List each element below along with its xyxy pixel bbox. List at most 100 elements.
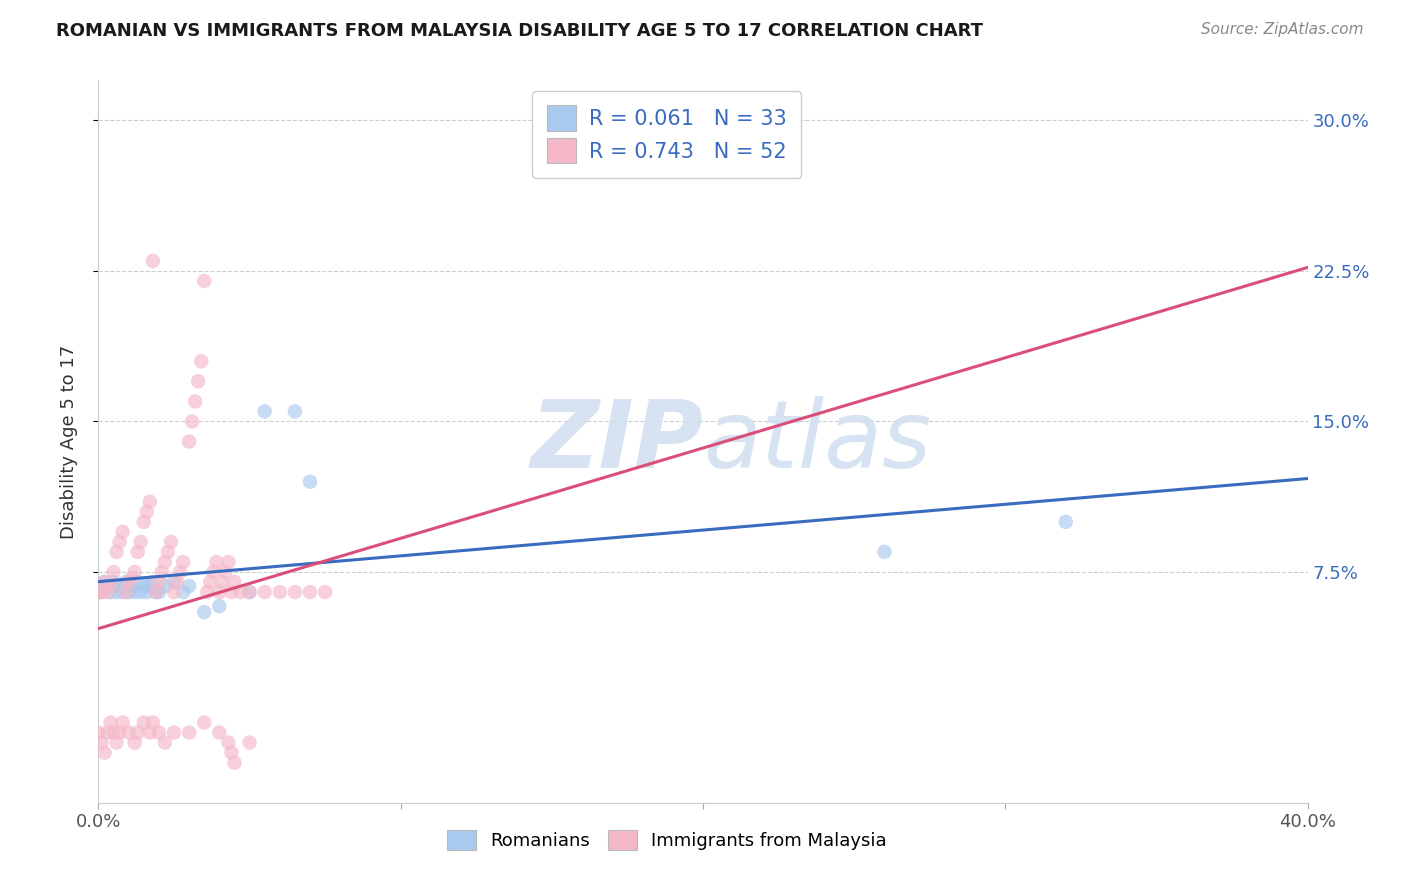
Point bbox=[193, 605, 215, 619]
Point bbox=[229, 585, 252, 599]
Point bbox=[148, 585, 170, 599]
Text: Source: ZipAtlas.com: Source: ZipAtlas.com bbox=[1201, 22, 1364, 37]
Point bbox=[163, 585, 186, 599]
Point bbox=[114, 585, 136, 599]
Point bbox=[87, 579, 110, 593]
Point bbox=[269, 585, 291, 599]
Point bbox=[239, 735, 262, 749]
Point bbox=[202, 565, 225, 579]
Point bbox=[127, 545, 149, 559]
Point bbox=[153, 735, 176, 749]
Point bbox=[284, 585, 307, 599]
Point bbox=[90, 735, 112, 749]
Point bbox=[114, 574, 136, 589]
Point bbox=[224, 756, 246, 770]
Point bbox=[105, 545, 128, 559]
Point bbox=[139, 494, 162, 508]
Point bbox=[124, 735, 146, 749]
Point bbox=[253, 404, 276, 418]
Point bbox=[118, 725, 141, 739]
Point bbox=[179, 725, 201, 739]
Point bbox=[184, 394, 207, 409]
Point bbox=[181, 414, 204, 429]
Point bbox=[108, 579, 131, 593]
Point bbox=[221, 585, 243, 599]
Point bbox=[100, 585, 122, 599]
Point bbox=[108, 534, 131, 549]
Point bbox=[187, 375, 209, 389]
Point bbox=[103, 574, 125, 589]
Point bbox=[121, 571, 143, 585]
Point bbox=[211, 574, 233, 589]
Point bbox=[217, 735, 239, 749]
Point bbox=[299, 585, 322, 599]
Point bbox=[160, 534, 183, 549]
Point bbox=[127, 725, 149, 739]
Point bbox=[145, 585, 167, 599]
Point bbox=[87, 725, 110, 739]
Point bbox=[156, 545, 179, 559]
Point bbox=[100, 579, 122, 593]
Point bbox=[132, 515, 155, 529]
Point bbox=[103, 725, 125, 739]
Point bbox=[195, 585, 218, 599]
Point bbox=[153, 555, 176, 569]
Point bbox=[145, 585, 167, 599]
Point bbox=[118, 574, 141, 589]
Point bbox=[96, 725, 118, 739]
Point bbox=[299, 475, 322, 489]
Point bbox=[96, 585, 118, 599]
Point bbox=[314, 585, 336, 599]
Point bbox=[124, 585, 146, 599]
Point bbox=[111, 524, 134, 539]
Y-axis label: Disability Age 5 to 17: Disability Age 5 to 17 bbox=[59, 344, 77, 539]
Text: ZIP: ZIP bbox=[530, 395, 703, 488]
Point bbox=[172, 585, 194, 599]
Point bbox=[87, 585, 110, 599]
Point bbox=[96, 579, 118, 593]
Point bbox=[205, 555, 228, 569]
Point bbox=[142, 574, 165, 589]
Point bbox=[148, 574, 170, 589]
Point bbox=[200, 574, 222, 589]
Point bbox=[284, 404, 307, 418]
Point bbox=[150, 565, 173, 579]
Point bbox=[179, 434, 201, 449]
Text: atlas: atlas bbox=[703, 396, 931, 487]
Point bbox=[111, 715, 134, 730]
Point bbox=[208, 585, 231, 599]
Point bbox=[163, 725, 186, 739]
Point bbox=[1054, 515, 1077, 529]
Point bbox=[163, 574, 186, 589]
Point bbox=[135, 585, 157, 599]
Point bbox=[127, 574, 149, 589]
Point bbox=[121, 579, 143, 593]
Legend: Romanians, Immigrants from Malaysia: Romanians, Immigrants from Malaysia bbox=[437, 821, 896, 859]
Point bbox=[100, 715, 122, 730]
Point bbox=[90, 585, 112, 599]
Point bbox=[193, 715, 215, 730]
Point bbox=[93, 746, 115, 760]
Point bbox=[153, 579, 176, 593]
Point bbox=[129, 585, 152, 599]
Point bbox=[93, 574, 115, 589]
Point bbox=[139, 725, 162, 739]
Point bbox=[873, 545, 896, 559]
Point bbox=[214, 565, 236, 579]
Point bbox=[93, 574, 115, 589]
Point bbox=[166, 574, 188, 589]
Point bbox=[124, 565, 146, 579]
Point bbox=[142, 253, 165, 268]
Point bbox=[105, 585, 128, 599]
Point bbox=[208, 725, 231, 739]
Point bbox=[208, 599, 231, 614]
Point bbox=[239, 585, 262, 599]
Point bbox=[132, 715, 155, 730]
Point bbox=[142, 715, 165, 730]
Point bbox=[253, 585, 276, 599]
Point bbox=[217, 555, 239, 569]
Point bbox=[148, 725, 170, 739]
Text: ROMANIAN VS IMMIGRANTS FROM MALAYSIA DISABILITY AGE 5 TO 17 CORRELATION CHART: ROMANIAN VS IMMIGRANTS FROM MALAYSIA DIS… bbox=[56, 22, 983, 40]
Point bbox=[118, 585, 141, 599]
Point bbox=[129, 534, 152, 549]
